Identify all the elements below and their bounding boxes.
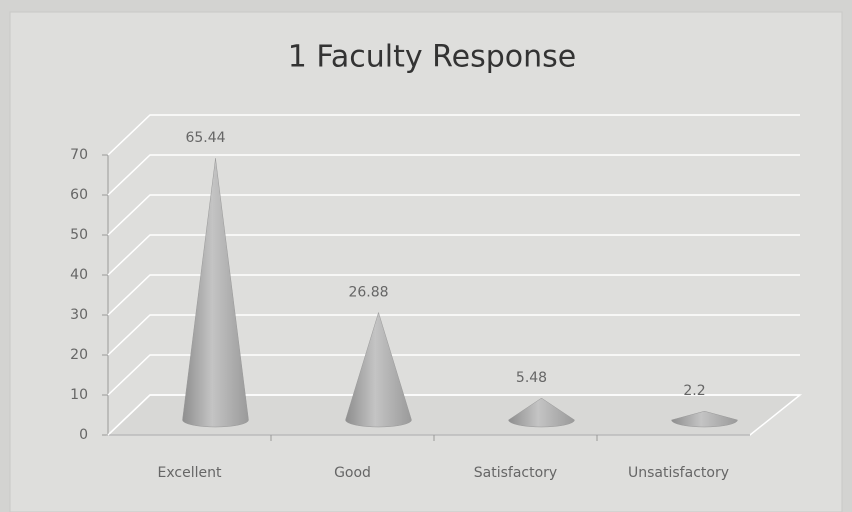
grid-line <box>107 234 800 276</box>
cone <box>671 410 738 428</box>
x-tick-label: Excellent <box>158 465 222 481</box>
y-tick-label: 70 <box>70 147 88 163</box>
y-tick-label: 30 <box>70 307 88 323</box>
y-tick-label: 20 <box>70 347 88 363</box>
grid-line <box>107 354 800 396</box>
x-tick-label: Satisfactory <box>474 465 557 481</box>
grid-line <box>107 394 800 436</box>
grid-line <box>107 154 800 196</box>
grid-line <box>107 114 800 156</box>
grid-line <box>107 314 800 356</box>
y-tick-label: 10 <box>70 387 88 403</box>
value-label: 2.2 <box>683 383 705 399</box>
y-tick-label: 40 <box>70 267 88 283</box>
chart-panel <box>9 11 843 512</box>
value-label: 26.88 <box>348 284 388 300</box>
x-tick-label: Good <box>334 465 371 481</box>
value-label: 65.44 <box>185 130 225 146</box>
cone <box>345 311 412 428</box>
y-tick-label: 50 <box>70 227 88 243</box>
chart-title: 1 Faculty Response <box>288 40 577 75</box>
cone <box>182 158 249 428</box>
y-tick-label: 60 <box>70 187 88 203</box>
grid-line <box>107 194 800 236</box>
x-tick-label: Unsatisfactory <box>628 465 729 481</box>
value-label: 5.48 <box>516 370 547 386</box>
y-tick-label: 0 <box>79 427 88 443</box>
grid-line <box>107 274 800 316</box>
cone <box>508 397 575 428</box>
